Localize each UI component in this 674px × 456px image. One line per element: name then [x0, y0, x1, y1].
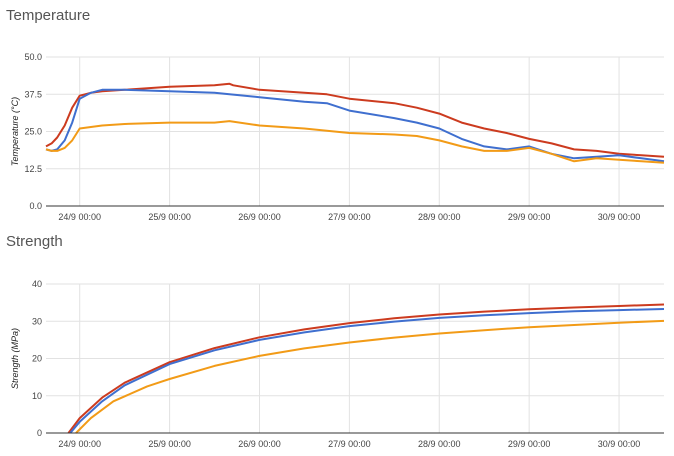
- temperature-x-tick-label: 25/9 00:00: [148, 212, 191, 222]
- strength-x-tick-label: 27/9 00:00: [328, 439, 371, 449]
- temperature-y-tick-label: 12.5: [24, 164, 42, 174]
- strength-y-tick-label: 0: [37, 428, 42, 438]
- strength-y-tick-label: 10: [32, 391, 42, 401]
- strength-y-tick-label: 20: [32, 354, 42, 364]
- strength-x-tick-label: 26/9 00:00: [238, 439, 281, 449]
- temperature-y-tick-label: 0.0: [29, 201, 42, 211]
- strength-series-red-line: [67, 303, 665, 434]
- strength-x-tick-label: 30/9 00:00: [598, 439, 641, 449]
- strength-series-blue-line: [69, 308, 665, 434]
- strength-x-tick-label: 29/9 00:00: [508, 439, 551, 449]
- temperature-series-orange-line: [45, 120, 665, 164]
- temperature-x-tick-label: 29/9 00:00: [508, 212, 551, 222]
- temperature-x-tick-label: 28/9 00:00: [418, 212, 461, 222]
- temperature-x-tick-label: 26/9 00:00: [238, 212, 281, 222]
- temperature-y-tick-label: 25.0: [24, 127, 42, 137]
- temperature-chart: 0.0 12.5 25.0 37.5 50.0 24/9 00:00 25/9 00:00 2…: [10, 52, 665, 222]
- strength-x-tick-label: 25/9 00:00: [148, 439, 191, 449]
- strength-y-axis-label: Strength (MPa): [10, 328, 20, 389]
- temperature-y-axis-label: Temperature (°C): [10, 97, 20, 166]
- strength-x-tick-label: 24/9 00:00: [58, 439, 101, 449]
- strength-y-tick-label: 30: [32, 316, 42, 326]
- strength-y-tick-label: 40: [32, 279, 42, 289]
- temperature-x-tick-label: 30/9 00:00: [598, 212, 641, 222]
- temperature-y-tick-label: 50.0: [24, 52, 42, 62]
- strength-x-tick-label: 28/9 00:00: [418, 439, 461, 449]
- temperature-x-tick-label: 27/9 00:00: [328, 212, 371, 222]
- strength-chart-title: Strength: [6, 233, 63, 250]
- strength-chart: 0 10 20 30 40 24/9 00:00 25/9 00:00 26/9 00:00 2…: [10, 279, 665, 449]
- temperature-y-tick-label: 37.5: [24, 89, 42, 99]
- temperature-series-red-line: [45, 82, 665, 158]
- temperature-x-tick-label: 24/9 00:00: [58, 212, 101, 222]
- strength-series-orange-line: [75, 319, 665, 434]
- temperature-series-blue-line: [45, 88, 665, 163]
- temperature-chart-title: Temperature: [6, 7, 91, 24]
